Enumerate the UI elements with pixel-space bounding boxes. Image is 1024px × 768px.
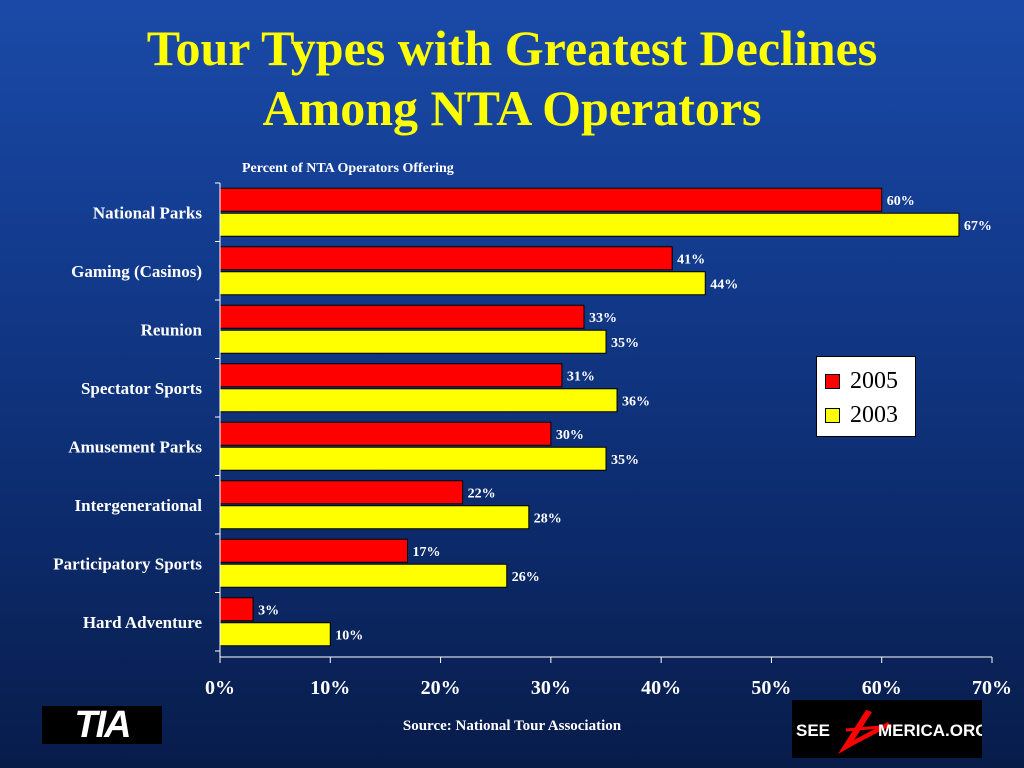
legend-swatch-2003 xyxy=(825,407,840,423)
category-label: Amusement Parks xyxy=(68,437,202,456)
x-tick-label: 30% xyxy=(531,677,571,699)
x-tick-label: 60% xyxy=(862,677,902,699)
bar-2005 xyxy=(219,246,673,271)
bar-2003 xyxy=(219,505,530,530)
bar-2003 xyxy=(219,212,960,237)
x-tick-label: 0% xyxy=(205,677,235,699)
chart-legend: 2005 2003 xyxy=(816,356,916,437)
category-label: Reunion xyxy=(141,320,203,339)
data-label-2005: 30% xyxy=(556,428,584,443)
legend-label-2005: 2005 xyxy=(850,367,898,394)
data-label-2003: 26% xyxy=(512,570,540,585)
x-tick-label: 50% xyxy=(751,677,791,699)
data-label-2005: 60% xyxy=(887,194,915,209)
data-label-2003: 10% xyxy=(335,628,363,643)
data-label-2003: 28% xyxy=(534,511,562,526)
see-america-logo: SEE MERICA.ORG xyxy=(792,700,982,758)
bar-2005 xyxy=(219,187,883,212)
data-label-2005: 41% xyxy=(677,252,705,267)
chart-subtitle: Percent of NTA Operators Offering xyxy=(242,161,454,176)
x-tick-label: 70% xyxy=(972,677,1012,699)
x-tick-label: 20% xyxy=(421,677,461,699)
category-label: Gaming (Casinos) xyxy=(71,262,202,281)
category-label: Participatory Sports xyxy=(53,554,202,573)
legend-label-2003: 2003 xyxy=(850,401,898,428)
data-label-2003: 67% xyxy=(964,219,992,234)
bar-2003 xyxy=(219,446,607,471)
data-label-2003: 36% xyxy=(622,394,650,409)
bar-2005 xyxy=(219,304,585,329)
svg-text:MERICA.ORG: MERICA.ORG xyxy=(878,721,982,740)
category-label: Spectator Sports xyxy=(81,379,202,398)
legend-item-2005: 2005 xyxy=(825,367,898,395)
x-tick-label: 10% xyxy=(310,677,350,699)
tia-logo: TIA xyxy=(42,706,162,744)
bar-2005 xyxy=(219,421,552,446)
bar-2005 xyxy=(219,480,464,505)
legend-item-2003: 2003 xyxy=(825,401,898,429)
bar-2005 xyxy=(219,538,408,563)
category-label: Intergenerational xyxy=(75,496,203,515)
bar-2003 xyxy=(219,271,706,296)
category-label: Hard Adventure xyxy=(83,613,203,632)
data-label-2005: 22% xyxy=(468,486,496,501)
title-line-2: Among NTA Operators xyxy=(262,80,762,136)
data-label-2003: 44% xyxy=(710,277,738,292)
data-label-2005: 17% xyxy=(412,545,440,560)
bar-2003 xyxy=(219,388,618,413)
bar-2003 xyxy=(219,329,607,354)
svg-text:SEE: SEE xyxy=(796,721,830,740)
source-note: Source: National Tour Association xyxy=(402,718,622,734)
data-label-2003: 35% xyxy=(611,453,639,468)
data-label-2003: 35% xyxy=(611,336,639,351)
bar-2003 xyxy=(219,622,331,647)
legend-swatch-2005 xyxy=(825,373,840,389)
bar-2005 xyxy=(219,363,563,388)
data-label-2005: 33% xyxy=(589,311,617,326)
category-label: National Parks xyxy=(93,203,202,222)
data-label-2005: 31% xyxy=(567,369,595,384)
title-line-1: Tour Types with Greatest Declines xyxy=(146,20,878,76)
bar-2003 xyxy=(219,563,508,588)
x-tick-label: 40% xyxy=(641,677,681,699)
bar-2005 xyxy=(219,597,254,622)
data-label-2005: 3% xyxy=(258,603,279,618)
page-title: Tour Types with Greatest Declines Among … xyxy=(0,18,1024,138)
